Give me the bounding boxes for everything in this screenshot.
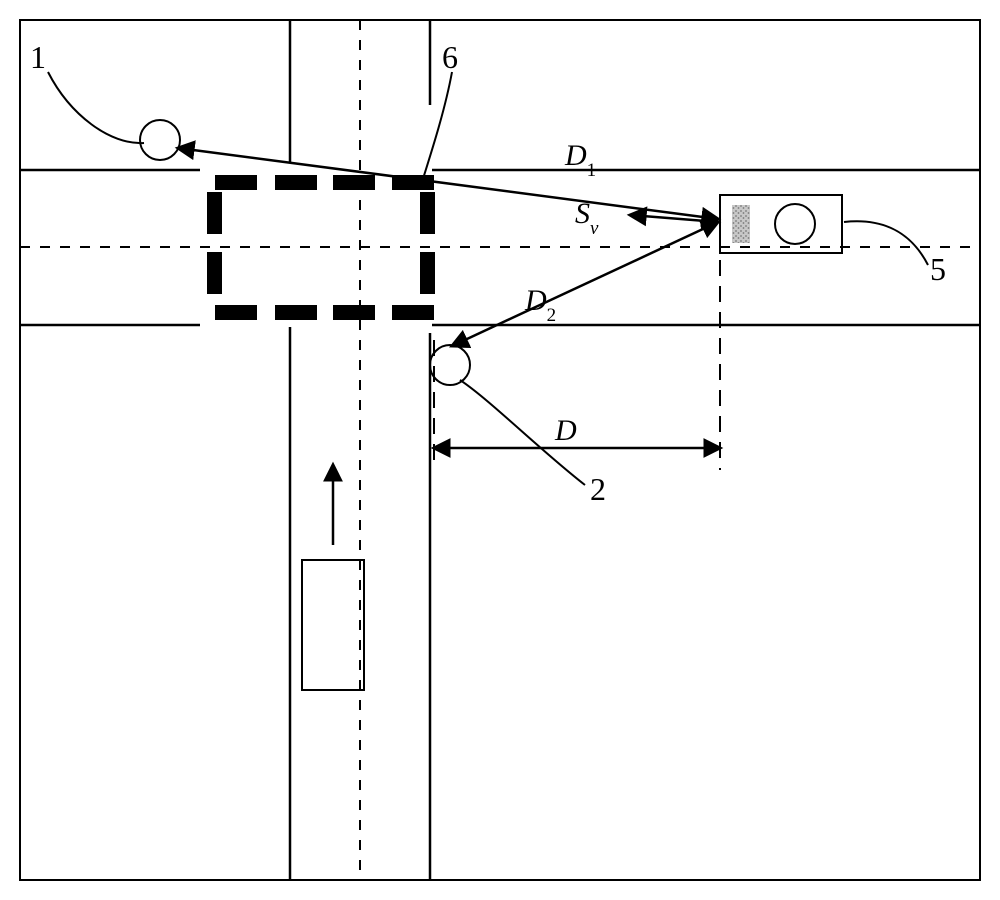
distance-d2-arrow: [452, 222, 718, 346]
outer-frame: [20, 20, 980, 880]
leader-l1: [48, 72, 144, 143]
vehicle-bus: [302, 560, 364, 690]
leader-l5: [844, 221, 928, 265]
intersection-diagram: 1652D1D2SvD: [0, 0, 1000, 900]
crosswalk-stripe: [215, 175, 257, 190]
label-d2: D2: [524, 284, 556, 326]
crosswalk-stripe: [207, 252, 222, 294]
label-d: D: [554, 414, 577, 447]
vehicle-car-wheel-icon: [775, 204, 815, 244]
label-6: 6: [442, 39, 458, 75]
leader-l6: [422, 72, 452, 182]
label-d1: D1: [564, 139, 596, 181]
crosswalk-stripe: [215, 305, 257, 320]
node-1-icon: [140, 120, 180, 160]
crosswalk-stripe: [207, 192, 222, 234]
crosswalk-stripe: [333, 175, 375, 190]
node-2-icon: [430, 345, 470, 385]
crosswalk-stripe: [275, 175, 317, 190]
crosswalk-stripe: [392, 305, 434, 320]
vehicle-car-sensor: [732, 205, 750, 243]
label-1: 1: [30, 39, 46, 75]
label-5: 5: [930, 251, 946, 287]
crosswalk-stripe: [275, 305, 317, 320]
label-2: 2: [590, 471, 606, 507]
crosswalk-stripe: [420, 252, 435, 294]
crosswalk-stripe: [420, 192, 435, 234]
crosswalk-stripe: [333, 305, 375, 320]
distance-d1-arrow: [178, 148, 718, 219]
